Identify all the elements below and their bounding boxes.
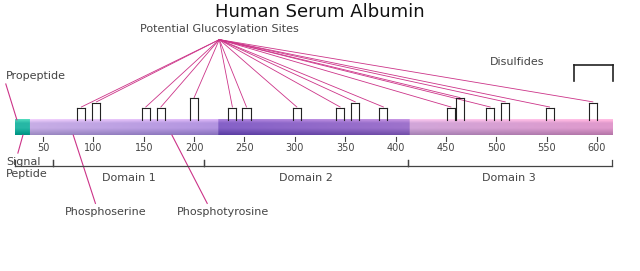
Text: Propeptide: Propeptide xyxy=(6,70,66,80)
Text: Domain 2: Domain 2 xyxy=(279,173,333,183)
Text: 250: 250 xyxy=(235,143,254,153)
Title: Human Serum Albumin: Human Serum Albumin xyxy=(215,3,425,21)
Text: Phosphoserine: Phosphoserine xyxy=(65,207,147,217)
Text: 600: 600 xyxy=(588,143,606,153)
Text: 550: 550 xyxy=(537,143,556,153)
Text: 100: 100 xyxy=(84,143,102,153)
Text: Domain 1: Domain 1 xyxy=(102,173,156,183)
Text: Domain 3: Domain 3 xyxy=(483,173,536,183)
Text: Phosphotyrosine: Phosphotyrosine xyxy=(177,207,269,217)
Text: 50: 50 xyxy=(37,143,49,153)
Text: Potential Glucosylation Sites: Potential Glucosylation Sites xyxy=(140,24,299,34)
Text: 400: 400 xyxy=(387,143,404,153)
Text: Disulfides: Disulfides xyxy=(490,57,545,67)
Text: 500: 500 xyxy=(487,143,506,153)
Text: 300: 300 xyxy=(285,143,304,153)
Text: 450: 450 xyxy=(436,143,455,153)
Text: Signal
Peptide: Signal Peptide xyxy=(6,157,47,179)
Text: 150: 150 xyxy=(134,143,153,153)
Text: 200: 200 xyxy=(185,143,204,153)
Text: 350: 350 xyxy=(336,143,355,153)
